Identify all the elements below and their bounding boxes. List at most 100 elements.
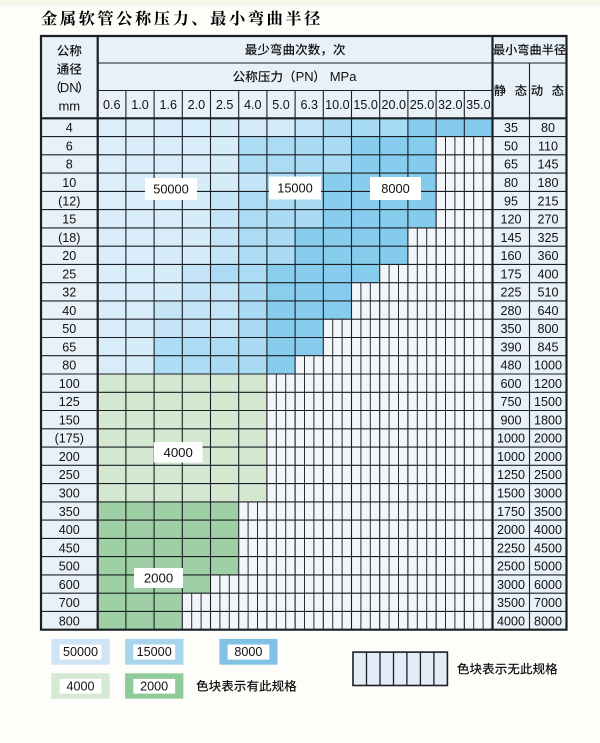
svg-text:15000: 15000 (137, 645, 172, 659)
svg-text:(18): (18) (58, 231, 80, 245)
svg-text:600: 600 (59, 578, 80, 592)
svg-text:225: 225 (500, 286, 521, 300)
svg-text:4000: 4000 (164, 445, 193, 460)
svg-text:6.3: 6.3 (300, 98, 318, 112)
svg-text:400: 400 (537, 267, 558, 281)
svg-text:350: 350 (59, 505, 80, 519)
svg-text:160: 160 (500, 249, 521, 263)
svg-text:4000: 4000 (66, 679, 94, 693)
svg-text:300: 300 (59, 487, 80, 501)
svg-text:120: 120 (500, 213, 521, 227)
svg-text:2250: 2250 (497, 541, 525, 555)
svg-text:145: 145 (537, 158, 558, 172)
svg-text:125: 125 (59, 395, 80, 409)
svg-text:800: 800 (537, 322, 558, 336)
svg-text:640: 640 (537, 304, 558, 318)
svg-text:50: 50 (504, 140, 518, 154)
svg-text:DN: DN (60, 80, 79, 95)
svg-text:1000: 1000 (534, 359, 562, 373)
svg-text:600: 600 (500, 377, 521, 391)
svg-text:4500: 4500 (534, 541, 562, 555)
svg-text:2500: 2500 (534, 468, 562, 482)
svg-text:215: 215 (537, 194, 558, 208)
svg-text:10.0: 10.0 (325, 98, 350, 112)
svg-text:3500: 3500 (534, 505, 562, 519)
svg-text:400: 400 (59, 523, 80, 537)
svg-text:900: 900 (500, 413, 521, 427)
svg-text:MPa: MPa (330, 69, 358, 84)
svg-text:80: 80 (62, 359, 76, 373)
svg-text:65: 65 (62, 340, 76, 354)
svg-text:1800: 1800 (534, 413, 562, 427)
svg-text:3500: 3500 (497, 596, 525, 610)
svg-text:2000: 2000 (140, 679, 168, 693)
svg-text:4.0: 4.0 (244, 98, 262, 112)
svg-text:(12): (12) (58, 194, 80, 208)
svg-text:50: 50 (62, 322, 76, 336)
svg-text:65: 65 (504, 158, 518, 172)
svg-text:800: 800 (59, 614, 80, 628)
svg-text:110: 110 (538, 140, 558, 154)
svg-text:95: 95 (504, 194, 518, 208)
svg-text:150: 150 (59, 413, 80, 427)
svg-text:8000: 8000 (381, 181, 409, 196)
svg-text:6: 6 (66, 140, 73, 154)
svg-text:2500: 2500 (497, 560, 525, 574)
svg-text:15.0: 15.0 (353, 98, 378, 112)
svg-text:80: 80 (541, 121, 555, 135)
svg-text:750: 750 (500, 395, 521, 409)
svg-text:1750: 1750 (497, 505, 525, 519)
svg-text:325: 325 (537, 231, 558, 245)
svg-text:7000: 7000 (534, 596, 562, 610)
svg-text:50000: 50000 (153, 182, 189, 197)
svg-text:450: 450 (59, 541, 80, 555)
svg-text:5.0: 5.0 (272, 98, 290, 112)
svg-text:32: 32 (62, 286, 76, 300)
svg-text:2000: 2000 (534, 450, 562, 464)
svg-text:100: 100 (59, 377, 80, 391)
svg-text:1250: 1250 (497, 468, 525, 482)
svg-text:15000: 15000 (277, 181, 313, 196)
svg-text:25: 25 (62, 267, 76, 281)
svg-text:35.0: 35.0 (466, 98, 491, 112)
svg-text:700: 700 (59, 596, 80, 610)
svg-text:20: 20 (62, 249, 76, 263)
svg-text:8000: 8000 (534, 614, 562, 628)
svg-text:PN: PN (296, 69, 314, 84)
svg-text:1.0: 1.0 (131, 98, 149, 112)
svg-text:270: 270 (537, 213, 558, 227)
svg-text:1000: 1000 (497, 432, 525, 446)
svg-text:(175): (175) (55, 432, 84, 446)
svg-text:175: 175 (500, 267, 521, 281)
svg-text:80: 80 (504, 176, 518, 190)
svg-text:280: 280 (500, 304, 521, 318)
svg-text:4: 4 (66, 121, 73, 135)
svg-text:25.0: 25.0 (410, 98, 435, 112)
svg-text:2000: 2000 (144, 571, 173, 586)
svg-text:180: 180 (537, 176, 558, 190)
svg-text:5000: 5000 (534, 560, 562, 574)
svg-text:360: 360 (537, 249, 558, 263)
svg-text:mm: mm (58, 99, 80, 114)
svg-text:6000: 6000 (534, 578, 562, 592)
svg-text:2.5: 2.5 (216, 98, 234, 112)
svg-text:845: 845 (537, 340, 558, 354)
svg-text:0.6: 0.6 (103, 98, 121, 112)
svg-text:1500: 1500 (497, 487, 525, 501)
svg-text:200: 200 (59, 450, 80, 464)
svg-text:15: 15 (62, 213, 76, 227)
svg-text:480: 480 (500, 359, 521, 373)
svg-text:1.6: 1.6 (159, 98, 177, 112)
svg-text:2.0: 2.0 (188, 98, 206, 112)
svg-text:50000: 50000 (63, 645, 98, 659)
svg-text:250: 250 (59, 468, 80, 482)
svg-text:2000: 2000 (534, 432, 562, 446)
svg-text:500: 500 (59, 560, 80, 574)
svg-text:4000: 4000 (497, 614, 525, 628)
svg-text:8: 8 (66, 158, 73, 172)
svg-text:40: 40 (62, 304, 76, 318)
svg-text:3000: 3000 (534, 487, 562, 501)
svg-text:1000: 1000 (497, 450, 525, 464)
svg-text:510: 510 (537, 286, 558, 300)
svg-text:8000: 8000 (234, 645, 262, 659)
